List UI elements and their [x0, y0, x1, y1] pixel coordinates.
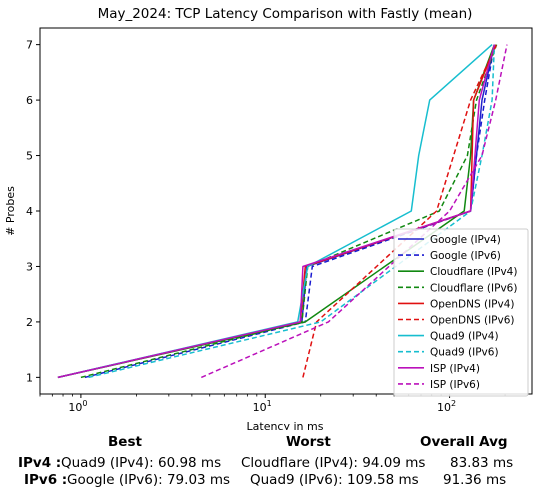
worst-ipv6: Quad9 (IPv6): 109.58 ms: [250, 472, 419, 488]
series-line-7: [88, 44, 496, 379]
legend-label-8: ISP (IPv4): [430, 363, 480, 375]
y-axis-label: # Probes: [4, 186, 17, 236]
legend-label-1: Google (IPv6): [430, 250, 501, 262]
legend-label-5: OpenDNS (IPv6): [430, 315, 515, 327]
series-line-3: [80, 44, 498, 379]
y-tick-label: 5: [26, 150, 33, 163]
best-ipv4: Quad9 (IPv4): 60.98 ms: [61, 455, 222, 471]
y-tick-label: 3: [26, 260, 33, 273]
chart-title: May_2024: TCP Latency Comparison with Fa…: [98, 6, 473, 22]
latency-chart: May_2024: TCP Latency Comparison with Fa…: [4, 6, 533, 430]
y-tick-label: 2: [26, 316, 33, 329]
legend-label-3: Cloudflare (IPv6): [430, 282, 517, 294]
row-label-ipv6: IPv6 :: [24, 472, 68, 488]
legend-label-4: OpenDNS (IPv4): [430, 298, 515, 310]
legend: Google (IPv4) Google (IPv6) Cloudflare (IP…: [393, 228, 529, 397]
x-tick-label: 102: [437, 399, 456, 414]
best-ipv6: Google (IPv6): 79.03 ms: [67, 472, 231, 488]
worst-ipv4: Cloudflare (IPv4): 94.09 ms: [241, 455, 426, 471]
legend-label-0: Google (IPv4): [430, 234, 501, 246]
summary-table: Best Worst Overall Avg IPv4 : Quad9 (IPv…: [0, 430, 541, 496]
y-tick-label: 7: [26, 39, 33, 52]
x-tick-label: 100: [68, 399, 87, 414]
row-label-ipv4: IPv4 :: [18, 455, 62, 471]
series-line-5: [302, 44, 498, 378]
avg-ipv6: 91.36 ms: [443, 472, 507, 488]
series-line-8: [57, 44, 496, 379]
header-best: Best: [108, 434, 142, 450]
x-tick-label: 101: [253, 399, 272, 414]
legend-label-7: Quad9 (IPv6): [430, 347, 499, 359]
avg-ipv4: 83.83 ms: [450, 455, 514, 471]
legend-label-6: Quad9 (IPv4): [430, 331, 499, 343]
legend-label-9: ISP (IPv6): [430, 379, 480, 391]
header-overall-avg: Overall Avg: [420, 434, 508, 450]
series-line-9: [200, 44, 508, 379]
series-layer: [57, 44, 508, 379]
x-axis-label: Latency in ms: [247, 420, 324, 430]
y-tick-label: 1: [26, 371, 33, 384]
y-tick-label: 4: [26, 205, 33, 218]
y-tick-label: 6: [26, 94, 33, 107]
header-worst: Worst: [286, 434, 331, 450]
legend-box: [393, 228, 529, 397]
legend-label-2: Cloudflare (IPv4): [430, 266, 517, 278]
